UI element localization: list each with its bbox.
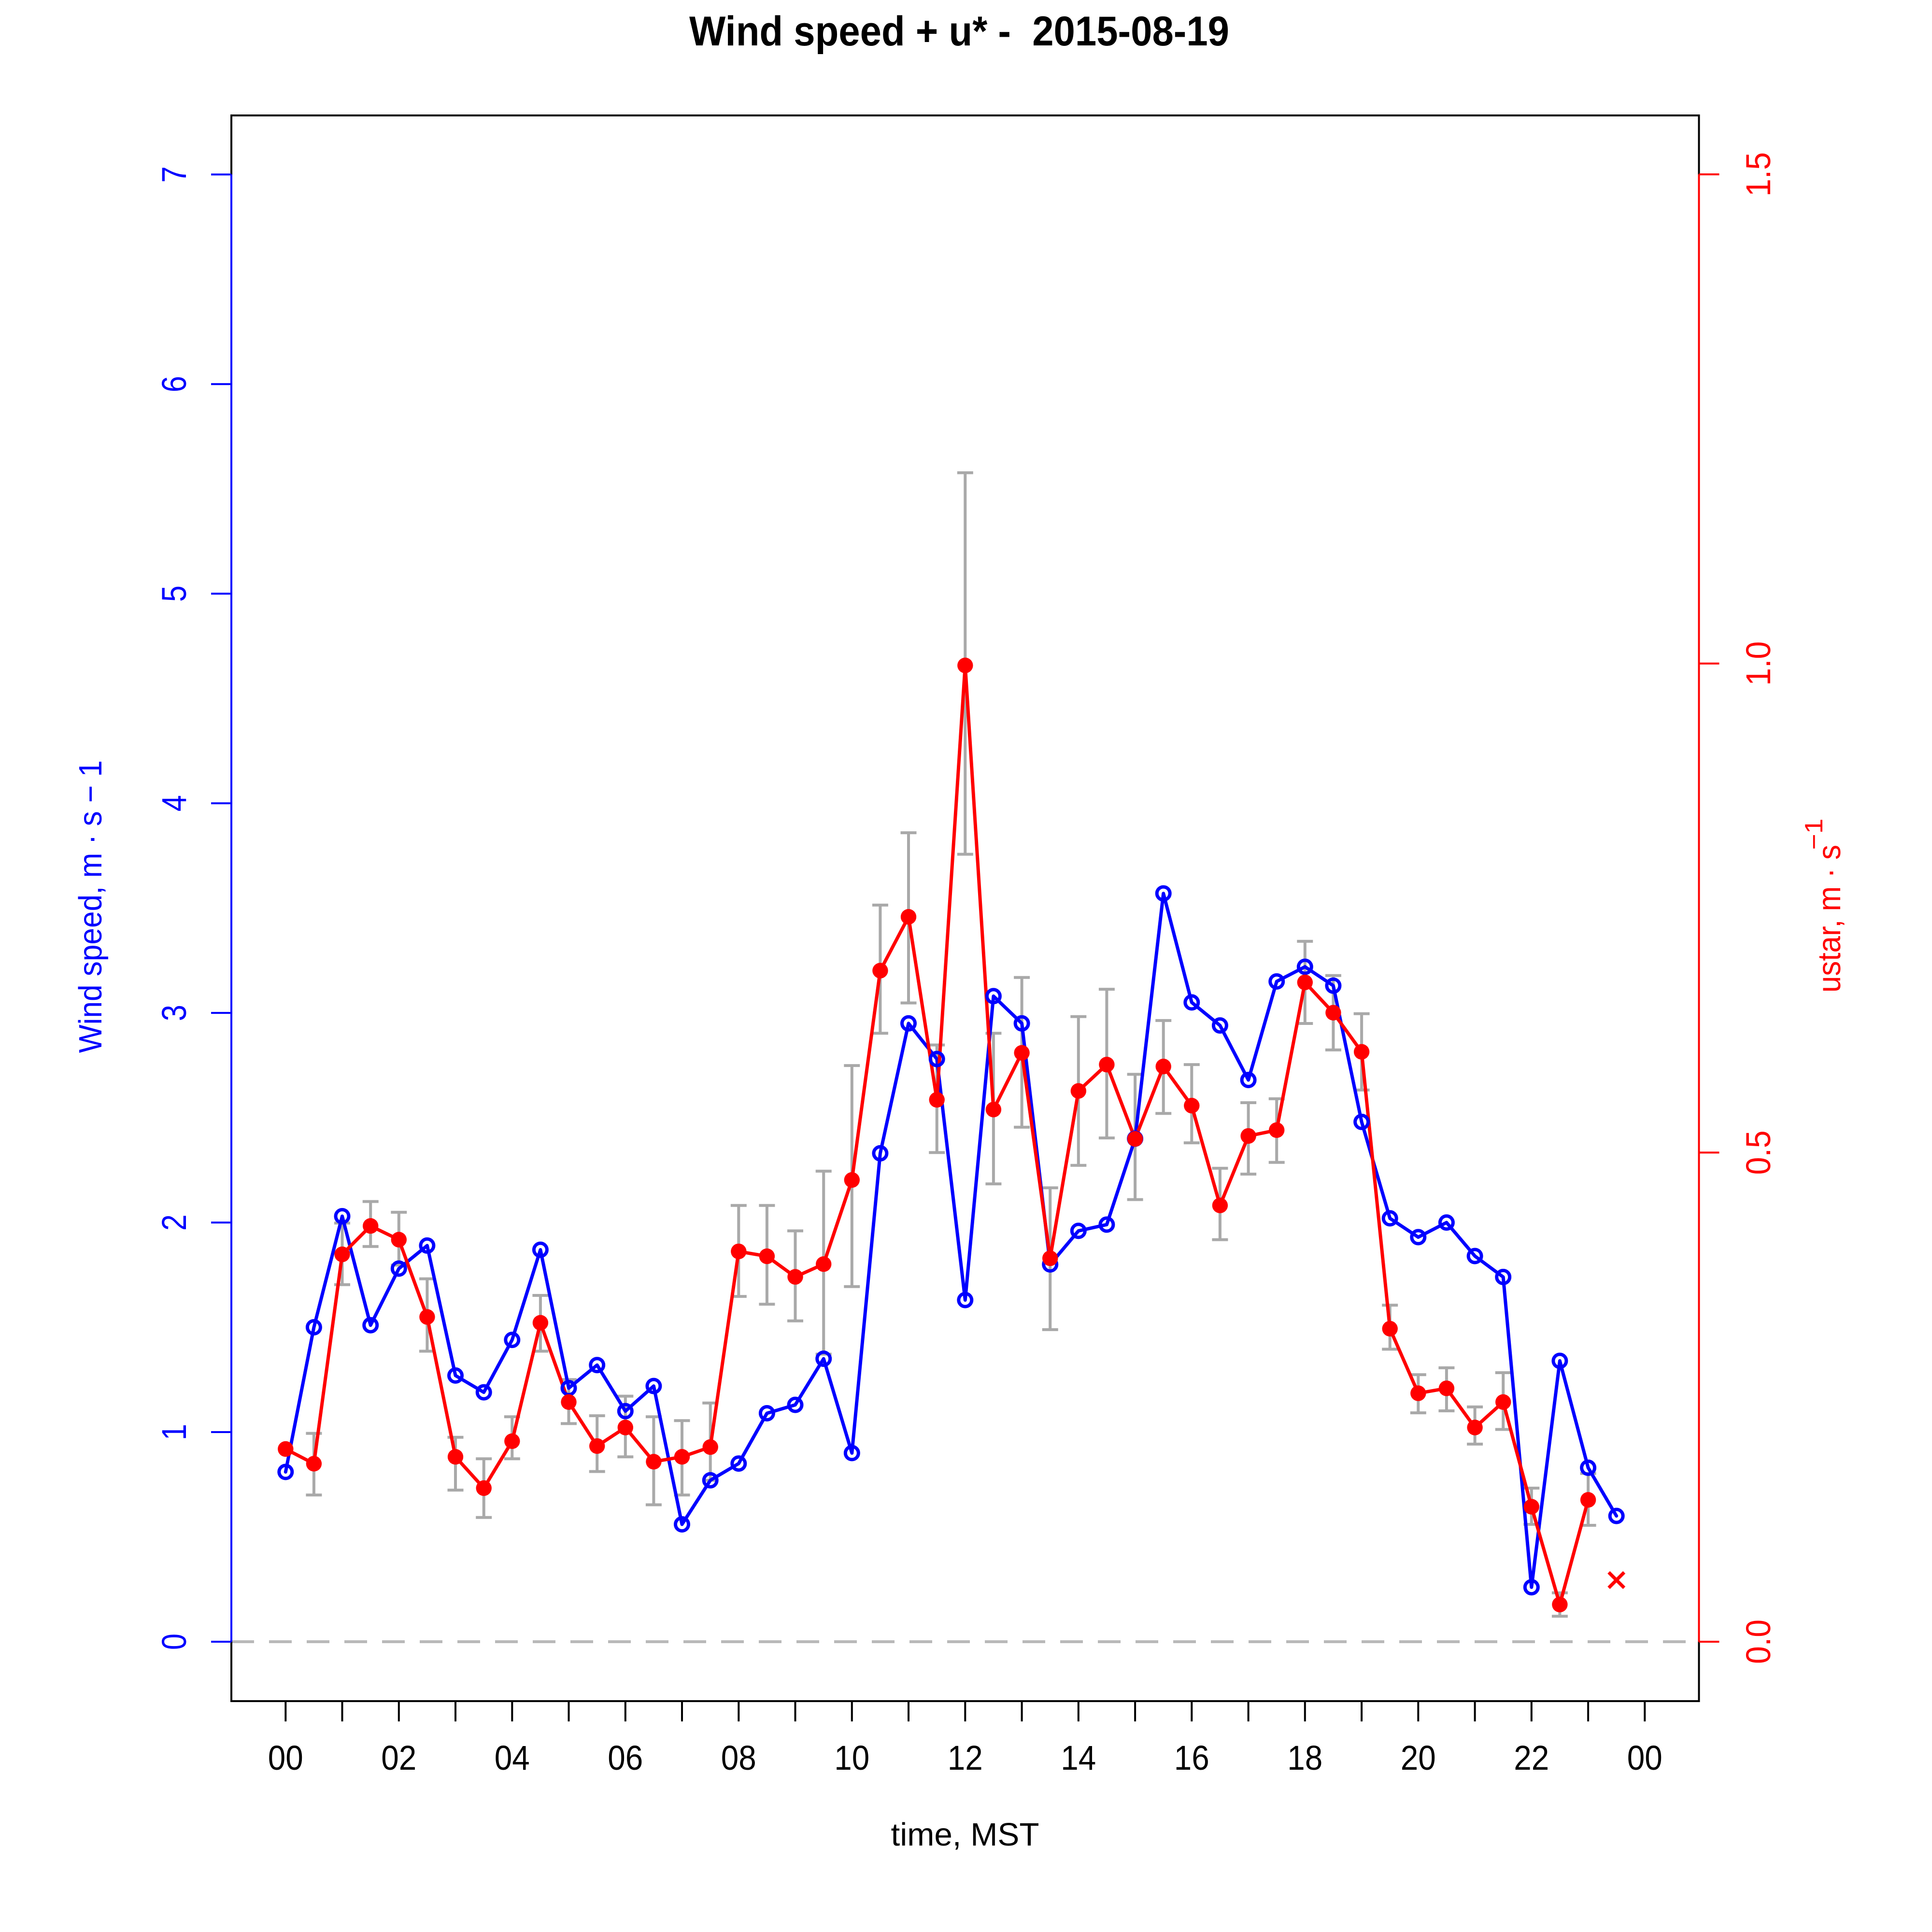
svg-text:Wind speed, m · s − 1: Wind speed, m · s − 1 — [72, 760, 109, 1053]
svg-text:22: 22 — [1514, 1739, 1549, 1777]
svg-text:1: 1 — [156, 1424, 194, 1440]
svg-text:1.5: 1.5 — [1740, 152, 1778, 197]
svg-text:4: 4 — [156, 795, 194, 811]
svg-text:12: 12 — [948, 1739, 983, 1777]
svg-text:0: 0 — [156, 1634, 194, 1650]
svg-text:16: 16 — [1174, 1739, 1209, 1777]
svg-text:−1: −1 — [1800, 819, 1828, 850]
svg-text:18: 18 — [1287, 1739, 1322, 1777]
svg-text:20: 20 — [1401, 1739, 1436, 1777]
svg-text:7: 7 — [156, 166, 194, 183]
svg-text:08: 08 — [721, 1739, 756, 1777]
svg-text:1.0: 1.0 — [1740, 641, 1778, 686]
svg-text:time, MST: time, MST — [891, 1817, 1039, 1853]
svg-text:ustar, m · s: ustar, m · s — [1811, 845, 1847, 993]
svg-text:04: 04 — [495, 1739, 530, 1777]
svg-text:06: 06 — [608, 1739, 643, 1777]
svg-text:14: 14 — [1061, 1739, 1096, 1777]
svg-text:Wind speed + u* - 2015-08-19: Wind speed + u* - 2015-08-19 — [689, 8, 1229, 55]
svg-text:00: 00 — [1627, 1739, 1662, 1777]
svg-text:0.0: 0.0 — [1740, 1619, 1778, 1664]
svg-text:02: 02 — [381, 1739, 416, 1777]
svg-text:00: 00 — [268, 1739, 303, 1777]
svg-text:10: 10 — [834, 1739, 869, 1777]
svg-text:6: 6 — [156, 376, 194, 392]
svg-text:0.5: 0.5 — [1740, 1130, 1778, 1175]
svg-text:3: 3 — [156, 1005, 194, 1021]
svg-text:2: 2 — [156, 1214, 194, 1231]
svg-text:5: 5 — [156, 585, 194, 602]
